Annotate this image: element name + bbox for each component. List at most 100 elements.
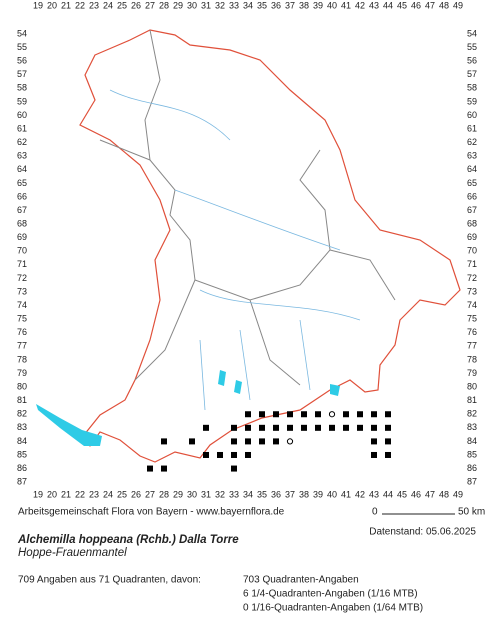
row-label: 57 [17, 69, 27, 79]
row-label: 63 [17, 151, 27, 161]
record-square [385, 451, 391, 458]
row-label: 74 [17, 300, 27, 310]
scale-end: 50 km [458, 507, 485, 518]
record-square [273, 438, 279, 445]
column-label: 21 [61, 489, 71, 499]
record-square [161, 438, 167, 445]
row-label: 66 [17, 191, 27, 201]
row-label: 75 [467, 314, 477, 324]
column-label: 33 [229, 489, 239, 499]
record-square [301, 411, 307, 418]
column-label: 19 [33, 489, 43, 499]
row-label: 69 [17, 232, 27, 242]
column-label: 29 [173, 489, 183, 499]
record-square [273, 424, 279, 431]
breakdown: 703 Quadranten-Angaben [243, 575, 359, 586]
column-label: 28 [159, 0, 169, 10]
record-square [371, 424, 377, 431]
row-label: 72 [17, 273, 27, 283]
record-square [273, 411, 279, 418]
column-label: 48 [439, 489, 449, 499]
column-label: 49 [453, 0, 463, 10]
column-label: 45 [397, 0, 407, 10]
row-label: 62 [17, 137, 27, 147]
row-label: 55 [467, 42, 477, 52]
record-square [259, 424, 265, 431]
row-label: 61 [467, 123, 477, 133]
row-label: 71 [17, 259, 27, 269]
row-label: 69 [467, 232, 477, 242]
row-label: 74 [467, 300, 477, 310]
column-label: 42 [355, 0, 365, 10]
column-label: 38 [299, 0, 309, 10]
record-square [259, 411, 265, 418]
record-square [371, 451, 377, 458]
summary: 709 Angaben aus 71 Quadranten, davon: [18, 575, 201, 586]
record-square [385, 411, 391, 418]
column-label: 37 [285, 489, 295, 499]
record-square [147, 465, 153, 472]
record-square [245, 451, 251, 458]
column-label: 32 [215, 0, 225, 10]
scale-start: 0 [372, 507, 378, 518]
row-label: 60 [467, 110, 477, 120]
column-label: 44 [383, 0, 393, 10]
credit: Arbeitsgemeinschaft Flora von Bayern - w… [18, 507, 285, 518]
column-label: 43 [369, 489, 379, 499]
column-label: 36 [271, 489, 281, 499]
row-label: 58 [17, 83, 27, 93]
row-label: 78 [17, 354, 27, 364]
column-label: 47 [425, 0, 435, 10]
column-label: 33 [229, 0, 239, 10]
row-label: 59 [467, 96, 477, 106]
lake [36, 404, 102, 446]
row-label: 54 [467, 28, 477, 38]
row-label: 80 [467, 381, 477, 391]
record-square [287, 411, 293, 418]
record-square [245, 424, 251, 431]
column-label: 49 [453, 489, 463, 499]
row-label: 63 [467, 151, 477, 161]
record-square [329, 424, 335, 431]
record-square [301, 424, 307, 431]
row-label: 85 [467, 449, 477, 459]
row-label: 77 [17, 341, 27, 351]
row-label: 56 [467, 56, 477, 66]
row-label: 60 [17, 110, 27, 120]
column-label: 39 [313, 489, 323, 499]
column-label: 34 [243, 489, 253, 499]
column-label: 21 [61, 0, 71, 10]
record-square [385, 438, 391, 445]
row-label: 82 [17, 409, 27, 419]
column-label: 40 [327, 0, 337, 10]
grid-labels: 19 19 20 20 21 21 22 22 23 23 24 24 25 25 26 26 27 27 28 28… [17, 0, 477, 499]
column-label: 35 [257, 489, 267, 499]
column-label: 42 [355, 489, 365, 499]
row-label: 79 [17, 368, 27, 378]
record-square [385, 424, 391, 431]
row-label: 83 [17, 422, 27, 432]
column-label: 27 [145, 489, 155, 499]
row-label: 54 [17, 28, 27, 38]
row-label: 64 [17, 164, 27, 174]
row-label: 55 [17, 42, 27, 52]
row-label: 76 [467, 327, 477, 337]
breakdown: 6 1/4-Quadranten-Angaben (1/16 MTB) [243, 589, 418, 600]
breakdown: 0 1/16-Quadranten-Angaben (1/64 MTB) [243, 603, 423, 614]
row-label: 84 [467, 436, 477, 446]
row-label: 71 [467, 259, 477, 269]
column-label: 22 [75, 489, 85, 499]
row-label: 67 [467, 205, 477, 215]
record-square [231, 438, 237, 445]
record-square [189, 438, 195, 445]
column-label: 26 [131, 489, 141, 499]
row-label: 65 [467, 178, 477, 188]
record-square [231, 465, 237, 472]
column-label: 44 [383, 489, 393, 499]
row-label: 84 [17, 436, 27, 446]
row-label: 58 [467, 83, 477, 93]
column-label: 39 [313, 0, 323, 10]
record-square [371, 411, 377, 418]
column-label: 35 [257, 0, 267, 10]
